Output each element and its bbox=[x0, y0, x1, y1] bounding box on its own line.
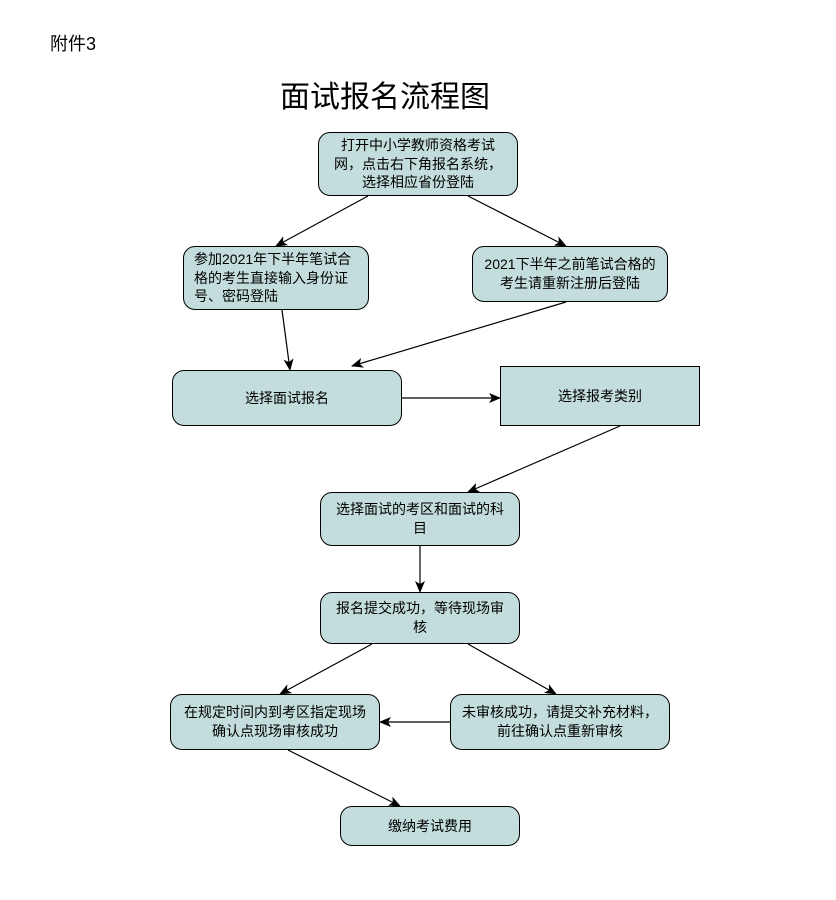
flowchart-edge bbox=[282, 310, 290, 370]
flowchart-edge bbox=[276, 196, 368, 246]
flowchart-node: 选择面试报名 bbox=[172, 370, 402, 426]
flowchart-edge bbox=[468, 644, 556, 694]
attachment-label: 附件3 bbox=[50, 30, 96, 56]
flowchart-node: 参加2021年下半年笔试合格的考生直接输入身份证号、密码登陆 bbox=[183, 246, 369, 310]
flowchart-node: 选择报考类别 bbox=[500, 366, 700, 426]
flowchart-edge bbox=[288, 750, 400, 806]
flowchart-node: 选择面试的考区和面试的科目 bbox=[320, 492, 520, 546]
flowchart-node: 缴纳考试费用 bbox=[340, 806, 520, 846]
flowchart-edge bbox=[352, 302, 566, 366]
page-title: 面试报名流程图 bbox=[280, 72, 490, 116]
flowchart-canvas: 附件3 面试报名流程图 打开中小学教师资格考试网，点击右下角报名系统，选择相应省… bbox=[0, 0, 836, 900]
flowchart-node: 未审核成功，请提交补充材料，前往确认点重新审核 bbox=[450, 694, 670, 750]
flowchart-node: 报名提交成功，等待现场审核 bbox=[320, 592, 520, 644]
flowchart-edge bbox=[280, 644, 372, 694]
flowchart-edge bbox=[468, 196, 566, 246]
flowchart-node: 在规定时间内到考区指定现场确认点现场审核成功 bbox=[170, 694, 380, 750]
flowchart-node: 2021下半年之前笔试合格的考生请重新注册后登陆 bbox=[472, 246, 668, 302]
flowchart-node: 打开中小学教师资格考试网，点击右下角报名系统，选择相应省份登陆 bbox=[318, 132, 518, 196]
flowchart-edge bbox=[468, 426, 620, 492]
